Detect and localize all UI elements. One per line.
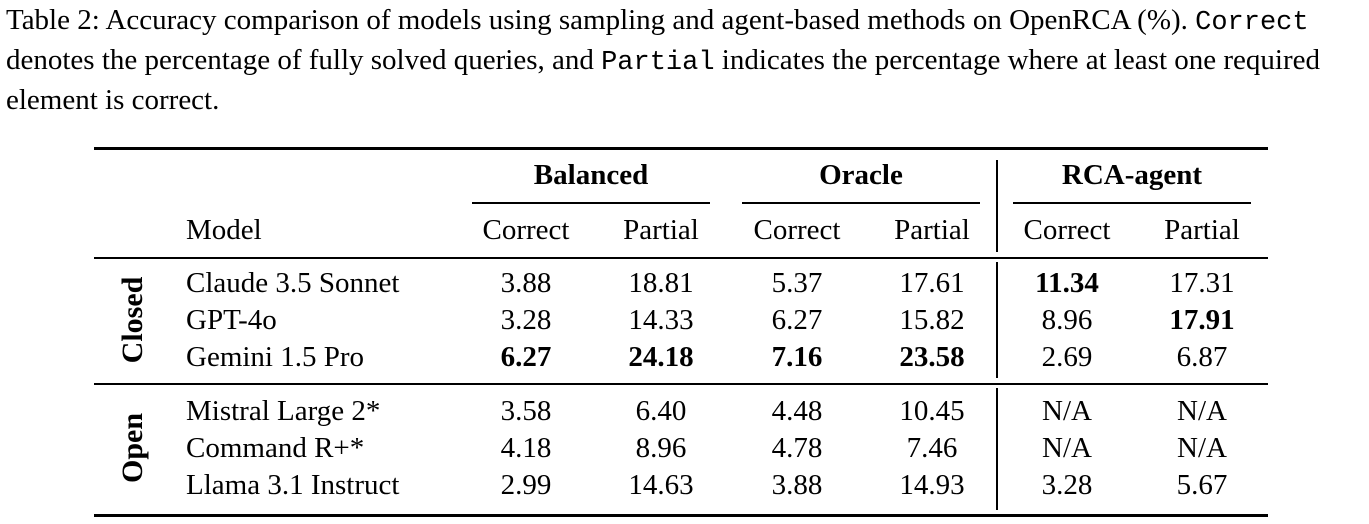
cell-balanced-correct: 3.88 [500, 267, 552, 299]
balanced-cmidrule [472, 202, 710, 204]
cell-oracle-correct: 4.48 [771, 395, 823, 427]
cell-oracle-partial: 14.93 [899, 469, 965, 501]
subheader-rca-partial: Partial [1164, 214, 1240, 246]
model-name: Command R+* [186, 432, 365, 464]
cell-rca-correct: N/A [1042, 395, 1092, 427]
subheader-balanced-partial: Partial [623, 214, 699, 246]
subheader-oracle-partial: Partial [894, 214, 970, 246]
caption-prefix: Table 2: Accuracy comparison of models u… [6, 4, 1196, 36]
model-name: Claude 3.5 Sonnet [186, 267, 400, 299]
cell-balanced-correct: 3.28 [500, 304, 552, 336]
cell-oracle-correct: 6.27 [771, 304, 823, 336]
bottom-rule [94, 514, 1268, 517]
cell-balanced-correct: 2.99 [500, 469, 552, 501]
group-header-rca-agent: RCA-agent [1061, 159, 1203, 191]
caption-mid: denotes the percentage of fully solved q… [6, 44, 602, 76]
table-caption: Table 2: Accuracy comparison of models u… [6, 2, 1362, 119]
cell-oracle-correct: 5.37 [771, 267, 823, 299]
cell-rca-partial: 5.67 [1176, 469, 1228, 501]
cell-oracle-partial: 23.58 [899, 341, 965, 373]
caption-partial-code: Partial [601, 48, 715, 78]
cell-oracle-correct: 7.16 [771, 341, 823, 373]
cell-oracle-correct: 4.78 [771, 432, 823, 464]
cell-rca-partial: N/A [1177, 395, 1227, 427]
header-rule [94, 257, 1268, 259]
cell-oracle-partial: 7.46 [906, 432, 958, 464]
model-column-header: Model [186, 214, 262, 246]
cell-oracle-correct: 3.88 [771, 469, 823, 501]
cell-rca-correct: N/A [1042, 432, 1092, 464]
top-rule [94, 147, 1268, 150]
subheader-balanced-correct: Correct [482, 214, 570, 246]
section-label-open: Open [116, 412, 149, 484]
subheader-oracle-correct: Correct [753, 214, 841, 246]
cell-oracle-partial: 10.45 [899, 395, 965, 427]
caption-suffix: indicates the percentage where at least … [6, 44, 1321, 116]
vertical-separator-open [996, 388, 998, 510]
cell-oracle-partial: 17.61 [899, 267, 965, 299]
oracle-cmidrule [742, 202, 980, 204]
cell-balanced-partial: 14.63 [628, 469, 694, 501]
cell-rca-correct: 11.34 [1035, 267, 1099, 299]
caption-correct-code: Correct [1195, 8, 1309, 38]
cell-balanced-correct: 4.18 [500, 432, 552, 464]
cell-rca-partial: 6.87 [1176, 341, 1228, 373]
cell-rca-correct: 2.69 [1041, 341, 1093, 373]
cell-balanced-partial: 8.96 [635, 432, 687, 464]
section-rule [94, 383, 1268, 385]
group-header-oracle: Oracle [819, 159, 903, 191]
rca-agent-cmidrule [1013, 202, 1251, 204]
model-name: Llama 3.1 Instruct [186, 469, 400, 501]
cell-balanced-partial: 18.81 [628, 267, 694, 299]
cell-balanced-correct: 3.58 [500, 395, 552, 427]
cell-rca-partial: N/A [1177, 432, 1227, 464]
model-name: Mistral Large 2* [186, 395, 381, 427]
cell-balanced-partial: 6.40 [635, 395, 687, 427]
cell-balanced-correct: 6.27 [500, 341, 552, 373]
subheader-rca-correct: Correct [1023, 214, 1111, 246]
cell-rca-partial: 17.91 [1169, 304, 1235, 336]
vertical-separator-header [996, 160, 998, 252]
model-name: Gemini 1.5 Pro [186, 341, 365, 373]
cell-rca-correct: 8.96 [1041, 304, 1093, 336]
group-header-balanced: Balanced [533, 159, 649, 191]
cell-rca-partial: 17.31 [1169, 267, 1235, 299]
cell-balanced-partial: 24.18 [628, 341, 694, 373]
section-label-closed: Closed [116, 276, 149, 364]
cell-rca-correct: 3.28 [1041, 469, 1093, 501]
cell-oracle-partial: 15.82 [899, 304, 965, 336]
model-name: GPT-4o [186, 304, 277, 336]
vertical-separator-closed [996, 262, 998, 378]
cell-balanced-partial: 14.33 [628, 304, 694, 336]
